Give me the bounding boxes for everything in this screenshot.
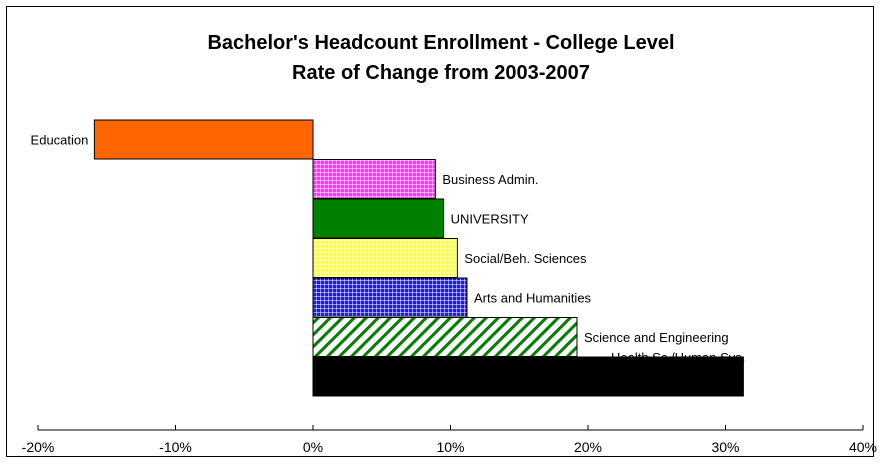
bar-social-beh-sciences	[312, 238, 458, 278]
x-tick-label: 10%	[436, 439, 464, 455]
bar-label-science-and-engineering: Science and Engineering	[584, 330, 729, 345]
x-tick-label: 30%	[711, 439, 739, 455]
x-tick-label: -20%	[22, 439, 55, 455]
bar-business-admin	[312, 159, 436, 199]
bar-label-education: Education	[31, 133, 89, 148]
bar-arts-and-humanities	[312, 277, 468, 318]
bar-education	[93, 119, 314, 160]
bar-label-business-admin: Business Admin.	[442, 172, 538, 187]
chart-subtitle: Rate of Change from 2003-2007	[292, 62, 590, 84]
x-tick-label: -10%	[159, 439, 192, 455]
bar-science-and-engineering	[312, 317, 578, 357]
x-tick-label: 20%	[574, 439, 602, 455]
x-tick-label: 0%	[303, 439, 323, 455]
chart-title: Bachelor's Headcount Enrollment - Colleg…	[207, 32, 675, 54]
bar-university	[312, 198, 445, 239]
bar-label-social-beh-sciences: Social/Beh. Sciences	[464, 251, 587, 266]
bar-label-arts-and-humanities: Arts and Humanities	[474, 291, 592, 306]
bar-health-sc-human-svs	[312, 356, 744, 397]
bar-label-university: UNIVERSITY	[451, 212, 529, 227]
x-tick-label: 40%	[849, 439, 877, 455]
bar-label-health-sc-human-svs: Health Sc./Human Svs.	[611, 350, 745, 365]
